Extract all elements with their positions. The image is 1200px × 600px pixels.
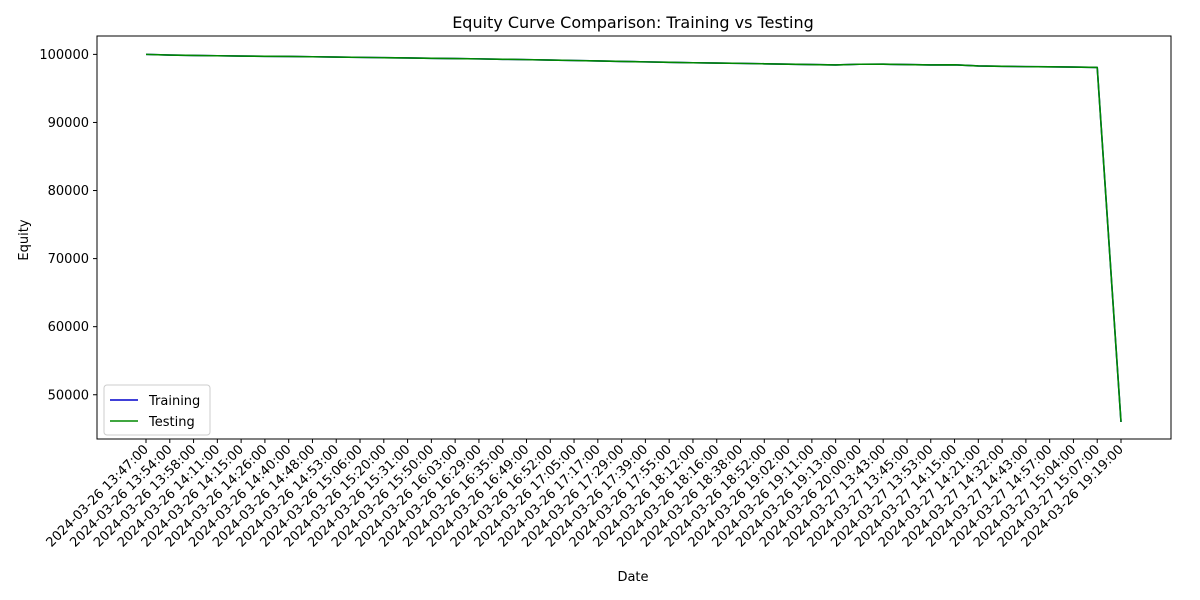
y-tick-label: 90000	[48, 116, 89, 131]
legend: Training Testing	[103, 384, 211, 436]
y-axis-ticks: 50000 60000 70000 80000 90000 100000	[39, 48, 97, 403]
legend-box	[103, 384, 211, 436]
series-layer	[145, 53, 1122, 423]
legend-label-training: Training	[148, 394, 200, 409]
y-axis-label: Equity	[17, 219, 32, 260]
y-tick-label: 50000	[48, 388, 89, 403]
y-tick-label: 60000	[48, 320, 89, 335]
x-axis-label: Date	[617, 570, 648, 585]
plot-frame	[96, 35, 1172, 440]
legend-label-testing: Testing	[148, 415, 195, 430]
y-tick-label: 70000	[48, 252, 89, 267]
series-line-testing	[145, 53, 1122, 423]
y-tick-label: 80000	[48, 184, 89, 199]
y-tick-label: 100000	[39, 48, 89, 63]
chart-title: Equity Curve Comparison: Training vs Tes…	[452, 13, 814, 32]
